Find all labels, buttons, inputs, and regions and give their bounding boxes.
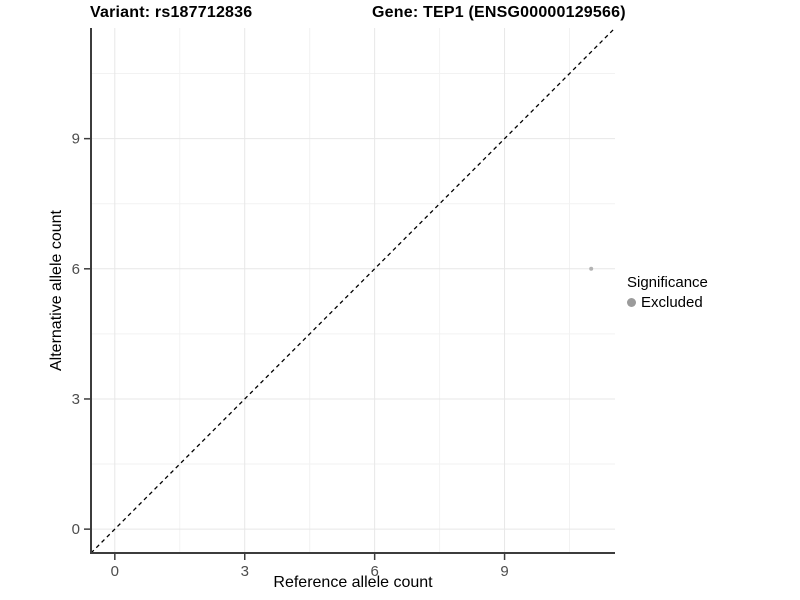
y-tick-label: 3: [72, 391, 80, 408]
legend-item-excluded: Excluded: [627, 294, 708, 311]
y-axis-title: Alternative allele count: [48, 210, 65, 371]
data-point: [589, 266, 594, 271]
y-tick-label: 0: [72, 521, 80, 538]
x-tick-label: 0: [111, 563, 119, 580]
title-variant: Variant: rs187712836: [90, 4, 253, 21]
x-tick-label: 6: [370, 563, 378, 580]
y-tick-label: 9: [72, 131, 80, 148]
y-tick-label: 6: [72, 261, 80, 278]
x-tick-label: 9: [500, 563, 508, 580]
legend-item-label: Excluded: [641, 294, 703, 311]
x-axis-title: Reference allele count: [273, 574, 433, 591]
legend: Significance Excluded: [627, 274, 708, 311]
title-gene: Gene: TEP1 (ENSG00000129566): [372, 4, 626, 21]
x-tick-label: 3: [241, 563, 249, 580]
identity-reference-line: [90, 27, 616, 554]
legend-title: Significance: [627, 274, 708, 291]
legend-point-icon: [627, 298, 636, 307]
